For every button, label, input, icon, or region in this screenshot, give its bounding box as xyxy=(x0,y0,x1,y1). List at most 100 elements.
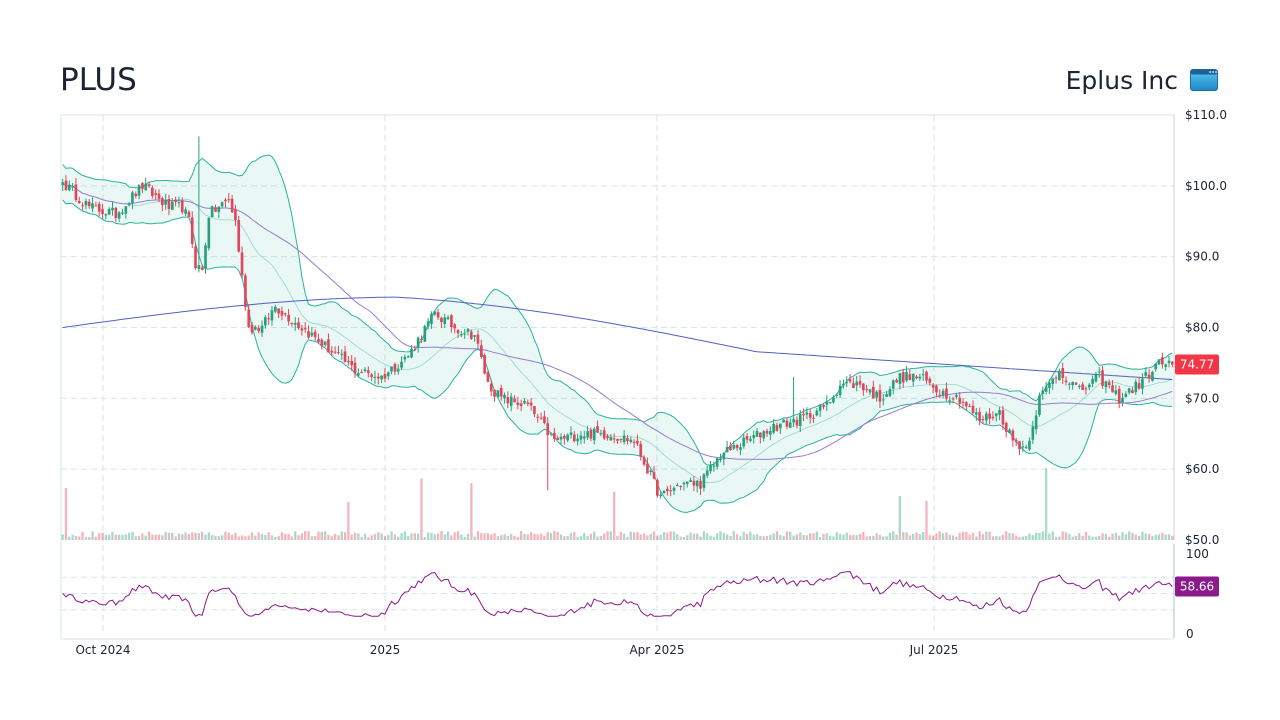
volume-bar xyxy=(702,531,706,540)
volume-bar xyxy=(194,532,197,540)
volume-bar xyxy=(151,534,154,540)
candle-body xyxy=(1074,382,1078,385)
candle-body xyxy=(1127,388,1131,393)
candle-body xyxy=(277,308,280,314)
candle-body xyxy=(865,388,869,390)
volume-bar xyxy=(686,535,689,540)
candle-body xyxy=(752,435,756,438)
volume-bar xyxy=(187,534,191,540)
volume-bar xyxy=(127,532,131,540)
candle-body xyxy=(901,372,905,383)
candle-body xyxy=(825,401,829,405)
volume-bar xyxy=(935,533,938,540)
volume-bar xyxy=(500,535,503,540)
volume-bar xyxy=(400,533,403,540)
volume-bar xyxy=(201,531,204,540)
candle-body xyxy=(184,209,187,214)
volume-bar xyxy=(466,533,470,540)
candle-body xyxy=(347,361,350,363)
candle-body xyxy=(420,339,423,340)
volume-bar xyxy=(789,531,792,540)
candle-body xyxy=(802,414,805,416)
candle-body xyxy=(1064,380,1068,383)
candle-body xyxy=(875,391,878,398)
candle-body xyxy=(991,416,995,419)
volume-bar xyxy=(347,502,350,540)
rsi-value-badge xyxy=(1175,576,1219,597)
volume-bar xyxy=(918,534,922,540)
candle-body xyxy=(453,324,457,329)
candle-body xyxy=(805,412,809,415)
volume-bar xyxy=(553,531,556,540)
volume-bar xyxy=(1078,533,1081,540)
volume-bar xyxy=(350,534,353,540)
candle-body xyxy=(300,328,304,331)
volume-bar xyxy=(941,533,945,540)
volume-bar xyxy=(922,532,925,540)
volume-bar xyxy=(742,531,745,540)
candle-body xyxy=(1031,426,1035,440)
volume-bar xyxy=(144,535,147,540)
volume-bar xyxy=(563,536,566,540)
candle-body xyxy=(489,383,493,392)
candle-body xyxy=(77,201,81,204)
candle-body xyxy=(134,193,138,197)
volume-bar xyxy=(134,536,137,540)
volume-bar xyxy=(606,531,609,540)
candle-body xyxy=(171,201,174,210)
volume-bar xyxy=(775,531,779,540)
candle-body xyxy=(260,325,264,333)
volume-bar xyxy=(340,531,343,540)
candle-body xyxy=(323,341,327,345)
candle-body xyxy=(712,465,716,467)
candle-body xyxy=(1044,386,1048,392)
volume-bar xyxy=(902,532,905,540)
candle-body xyxy=(898,373,902,384)
candle-body xyxy=(164,199,167,205)
volume-bar xyxy=(1028,533,1031,540)
candle-body xyxy=(928,378,932,383)
candle-body xyxy=(729,445,732,450)
candle-body xyxy=(101,209,104,214)
volume-bar xyxy=(403,531,407,540)
candle-body xyxy=(443,317,447,324)
volume-bar xyxy=(124,534,127,540)
volume-bar xyxy=(1161,532,1164,540)
candle-body xyxy=(267,318,270,320)
volume-bar xyxy=(443,534,446,540)
candle-body xyxy=(473,335,476,337)
volume-bar xyxy=(247,535,250,540)
volume-bar xyxy=(951,535,955,540)
volume-bar xyxy=(632,532,636,540)
volume-bar xyxy=(981,534,985,540)
volume-bar xyxy=(862,531,865,540)
candle-body xyxy=(612,438,616,440)
volume-bar xyxy=(603,533,606,540)
candle-body xyxy=(64,180,68,190)
candle-body xyxy=(307,331,310,338)
volume-bar xyxy=(476,531,480,540)
volume-bar xyxy=(1141,531,1144,540)
candle-body xyxy=(676,484,679,486)
candle-body xyxy=(762,431,766,439)
volume-bar xyxy=(141,533,144,540)
candle-body xyxy=(480,345,483,357)
volume-bar xyxy=(842,534,845,540)
candle-body xyxy=(436,312,440,318)
candle-body xyxy=(1061,368,1065,378)
candle-body xyxy=(722,452,726,460)
volume-bar xyxy=(1128,531,1131,540)
volume-bar xyxy=(1124,534,1128,540)
volume-bar xyxy=(795,534,799,540)
volume-bar xyxy=(589,534,593,540)
candle-body xyxy=(931,385,935,388)
volume-bar xyxy=(1041,531,1044,540)
volume-bar xyxy=(882,536,885,540)
volume-bar xyxy=(599,536,603,540)
volume-bar xyxy=(669,531,672,540)
volume-bar xyxy=(264,535,267,540)
candle-body xyxy=(137,184,141,196)
candle-body xyxy=(569,432,573,435)
volume-bar xyxy=(108,535,111,540)
time-tick-label: Oct 2024 xyxy=(75,643,130,657)
